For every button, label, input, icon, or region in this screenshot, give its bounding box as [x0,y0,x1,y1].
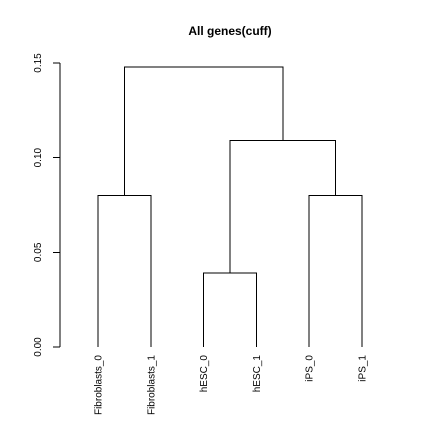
y-tick-label: 0.15 [33,53,44,73]
branch-m4 [229,140,337,274]
leaf-label: Fibroblasts_0 [94,355,105,415]
dendrogram-branches [97,66,363,347]
leaf-labels: Fibroblasts_0 Fibroblasts_1 hESC_0 hESC_1 iP… [94,355,369,415]
leaf-label: iPS_1 [358,355,369,382]
branch-m3 [308,195,363,347]
branch-m5 [123,66,284,196]
y-axis: 0.00 0.05 0.10 0.15 [33,53,61,357]
leaf-label: hESC_1 [252,355,263,393]
leaf-label: iPS_0 [305,355,316,382]
leaf-label: hESC_0 [199,355,210,393]
y-tick-label: 0.00 [33,337,44,357]
chart-title: All genes(cuff) [188,24,271,38]
y-tick-label: 0.05 [33,242,44,262]
leaf-label: Fibroblasts_1 [146,355,157,415]
branch-m1 [203,272,257,347]
branch-m2 [97,195,152,347]
y-tick-label: 0.10 [33,147,44,167]
